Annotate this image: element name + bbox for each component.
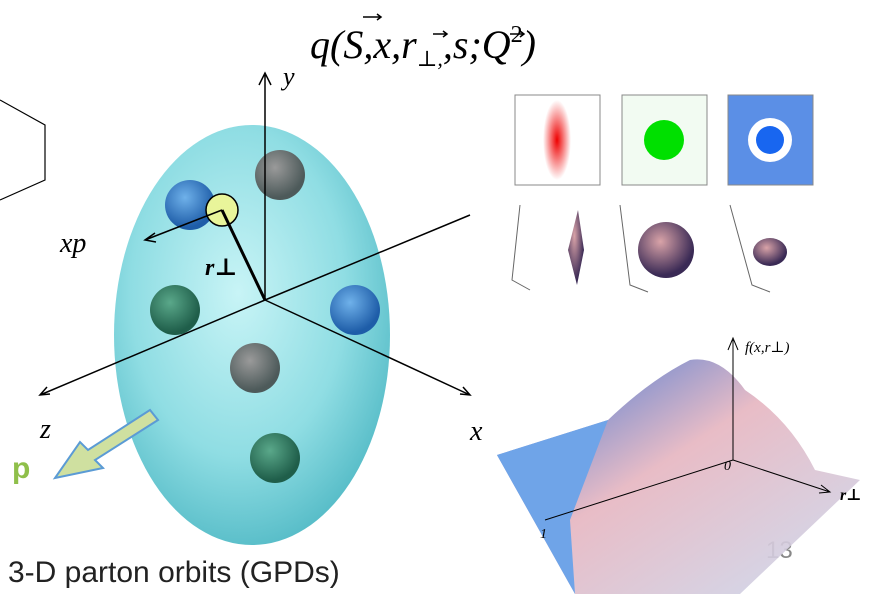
caption: 3-D parton orbits (GPDs) [8,556,340,589]
formula-part: 2 [511,22,523,48]
r-axis-label: r⊥ [840,487,862,504]
slide: q(S,x,r⊥,,s;Q2) y xp r⊥ z x p 3-D parton… [0,0,878,594]
page: {"formula": {"segments": ["q(", "S", ",x… [0,0,878,594]
formula-part: ⊥, [417,46,443,71]
formula-part: r [401,22,417,67]
origin-label: 0 [724,459,731,474]
proton-label: p [12,452,30,485]
formula-part: S [343,22,363,67]
formula-part: ;Q [468,22,510,67]
z-label: z [39,414,51,445]
formula-part: q( [310,22,346,67]
xp-label: xp [59,228,86,259]
x-label: x [469,416,483,447]
f-label: f(x,r⊥) [745,340,790,356]
formula-part: ) [521,22,536,67]
nucleon [114,125,390,545]
r-label: r⊥ [205,255,237,281]
one-label: 1 [540,527,547,542]
y-label: y [280,62,295,91]
formula-part: , [443,22,453,67]
formula-part: ,x, [363,22,401,67]
formula-part: s [453,22,469,67]
density-plots [515,95,813,185]
